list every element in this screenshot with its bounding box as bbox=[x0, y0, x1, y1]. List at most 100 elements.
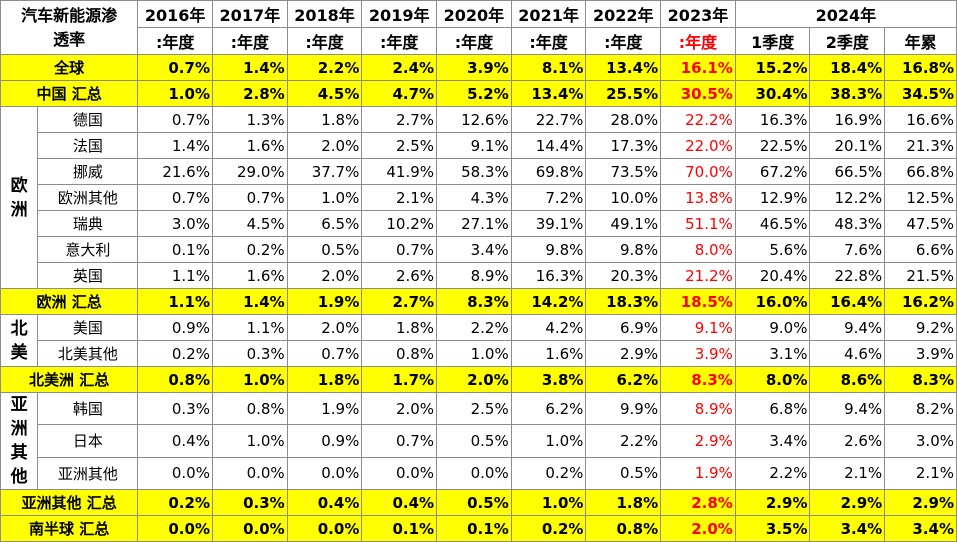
value-cell: 6.5% bbox=[286, 210, 363, 237]
sub-header-q1: 1季度 bbox=[734, 27, 811, 55]
value-cell: 0.9% bbox=[286, 424, 363, 458]
table-row: 瑞典 3.0% 4.5% 6.5% 10.2% 27.1% 39.1% 49.1% 51.1% 4… bbox=[1, 210, 957, 237]
value-cell: 7.6% bbox=[809, 236, 886, 263]
value-cell: 20.3% bbox=[585, 262, 662, 289]
value-cell: 1.0% bbox=[510, 424, 587, 458]
value-cell: 9.8% bbox=[585, 236, 662, 263]
year-header: 2021年 bbox=[510, 0, 587, 28]
value-cell: 1.3% bbox=[211, 106, 288, 133]
table-row: 欧洲其他 0.7% 0.7% 1.0% 2.1% 4.3% 7.2% 10.0% 13.8% 12… bbox=[1, 184, 957, 211]
value-cell: 66.5% bbox=[809, 158, 886, 185]
year-header: 2023年 bbox=[660, 0, 736, 28]
value-cell: 6.2% bbox=[510, 391, 587, 426]
year-header: 2018年 bbox=[286, 0, 363, 28]
value-cell: 58.3% bbox=[436, 158, 512, 185]
value-cell: 3.4% bbox=[809, 515, 886, 542]
row-label: 欧洲 汇总 bbox=[0, 288, 139, 315]
value-cell: 9.8% bbox=[510, 236, 587, 263]
value-cell: 4.2% bbox=[510, 314, 587, 341]
value-cell: 0.7% bbox=[286, 340, 363, 367]
value-cell: 8.0% bbox=[660, 236, 736, 263]
value-cell: 0.2% bbox=[510, 515, 587, 542]
value-cell: 16.0% bbox=[734, 288, 811, 315]
country-label: 亚洲其他 bbox=[37, 456, 139, 491]
value-cell: 1.7% bbox=[361, 366, 438, 393]
total-row: 亚洲其他 汇总 0.2% 0.3% 0.4% 0.4% 0.5% 1.0% 1.8% 2.8% 2… bbox=[0, 489, 957, 516]
value-cell: 0.0% bbox=[361, 456, 438, 491]
value-cell: 2.0% bbox=[286, 314, 363, 341]
value-cell: 4.5% bbox=[211, 210, 288, 237]
row-label: 亚洲其他 汇总 bbox=[0, 489, 139, 516]
value-cell: 3.4% bbox=[734, 424, 811, 458]
value-cell: 3.4% bbox=[436, 236, 512, 263]
value-cell: 8.3% bbox=[436, 288, 512, 315]
value-cell: 0.2% bbox=[137, 340, 213, 367]
value-cell: 17.3% bbox=[585, 132, 662, 159]
value-cell: 0.5% bbox=[286, 236, 363, 263]
value-cell: 5.2% bbox=[436, 80, 512, 107]
value-cell: 1.4% bbox=[211, 54, 288, 81]
value-cell: 9.4% bbox=[809, 391, 886, 426]
value-cell: 1.9% bbox=[286, 288, 363, 315]
value-cell: 0.4% bbox=[137, 424, 213, 458]
value-cell: 3.5% bbox=[734, 515, 811, 542]
value-cell: 1.6% bbox=[211, 262, 288, 289]
total-row: 中国 汇总 1.0% 2.8% 4.5% 4.7% 5.2% 13.4% 25.5% 30.5%… bbox=[0, 80, 957, 107]
value-cell: 22.8% bbox=[809, 262, 886, 289]
value-cell: 66.8% bbox=[884, 158, 957, 185]
value-cell: 16.8% bbox=[884, 54, 957, 81]
value-cell: 2.8% bbox=[211, 80, 288, 107]
value-cell: 48.3% bbox=[809, 210, 886, 237]
year-header: 2020年 bbox=[436, 0, 512, 28]
table-title-line2: 透率 bbox=[53, 29, 86, 49]
country-label: 英国 bbox=[37, 262, 139, 289]
value-cell: 3.4% bbox=[884, 515, 957, 542]
value-cell: 34.5% bbox=[884, 80, 957, 107]
period-header: :年度 bbox=[137, 27, 213, 55]
value-cell: 0.7% bbox=[361, 424, 438, 458]
value-cell: 2.5% bbox=[436, 391, 512, 426]
value-cell: 2.1% bbox=[809, 456, 886, 491]
value-cell: 14.4% bbox=[510, 132, 587, 159]
value-cell: 9.0% bbox=[734, 314, 811, 341]
value-cell: 0.8% bbox=[211, 391, 288, 426]
value-cell: 1.0% bbox=[211, 366, 288, 393]
period-header: :年度 bbox=[510, 27, 587, 55]
value-cell: 2.9% bbox=[734, 489, 811, 516]
value-cell: 51.1% bbox=[660, 210, 736, 237]
value-cell: 9.9% bbox=[585, 391, 662, 426]
value-cell: 12.6% bbox=[436, 106, 512, 133]
value-cell: 21.6% bbox=[137, 158, 213, 185]
period-header: :年度 bbox=[286, 27, 363, 55]
value-cell: 12.2% bbox=[809, 184, 886, 211]
value-cell: 1.0% bbox=[436, 340, 512, 367]
sub-header-q2: 2季度 bbox=[809, 27, 886, 55]
value-cell: 0.5% bbox=[436, 424, 512, 458]
value-cell: 0.1% bbox=[361, 515, 438, 542]
period-header: :年度 bbox=[211, 27, 288, 55]
value-cell: 70.0% bbox=[660, 158, 736, 185]
region-label: 欧洲 bbox=[0, 106, 39, 289]
value-cell: 1.0% bbox=[286, 184, 363, 211]
value-cell: 73.5% bbox=[585, 158, 662, 185]
value-cell: 2.2% bbox=[436, 314, 512, 341]
table-title-line1: 汽车新能源渗 bbox=[21, 5, 118, 25]
value-cell: 21.2% bbox=[660, 262, 736, 289]
value-cell: 9.1% bbox=[436, 132, 512, 159]
value-cell: 1.8% bbox=[361, 314, 438, 341]
value-cell: 22.5% bbox=[734, 132, 811, 159]
value-cell: 18.3% bbox=[585, 288, 662, 315]
value-cell: 2.2% bbox=[286, 54, 363, 81]
value-cell: 8.3% bbox=[660, 366, 736, 393]
table-row: 亚洲其他 韩国 0.3% 0.8% 1.9% 2.0% 2.5% 6.2% 9.9% 8.9% 6.… bbox=[0, 391, 957, 490]
value-cell: 10.2% bbox=[361, 210, 438, 237]
period-header-2023: :年度 bbox=[660, 27, 736, 55]
value-cell: 0.0% bbox=[211, 515, 288, 542]
value-cell: 8.9% bbox=[436, 262, 512, 289]
value-cell: 1.1% bbox=[137, 262, 213, 289]
region-label-text: 亚洲其他 bbox=[10, 395, 28, 487]
value-cell: 1.6% bbox=[211, 132, 288, 159]
table-row: 日本 0.4% 1.0% 0.9% 0.7% 0.5% 1.0% 2.2% 2.9% 3.4% 2.… bbox=[1, 424, 957, 458]
value-cell: 5.6% bbox=[734, 236, 811, 263]
value-cell: 29.0% bbox=[211, 158, 288, 185]
